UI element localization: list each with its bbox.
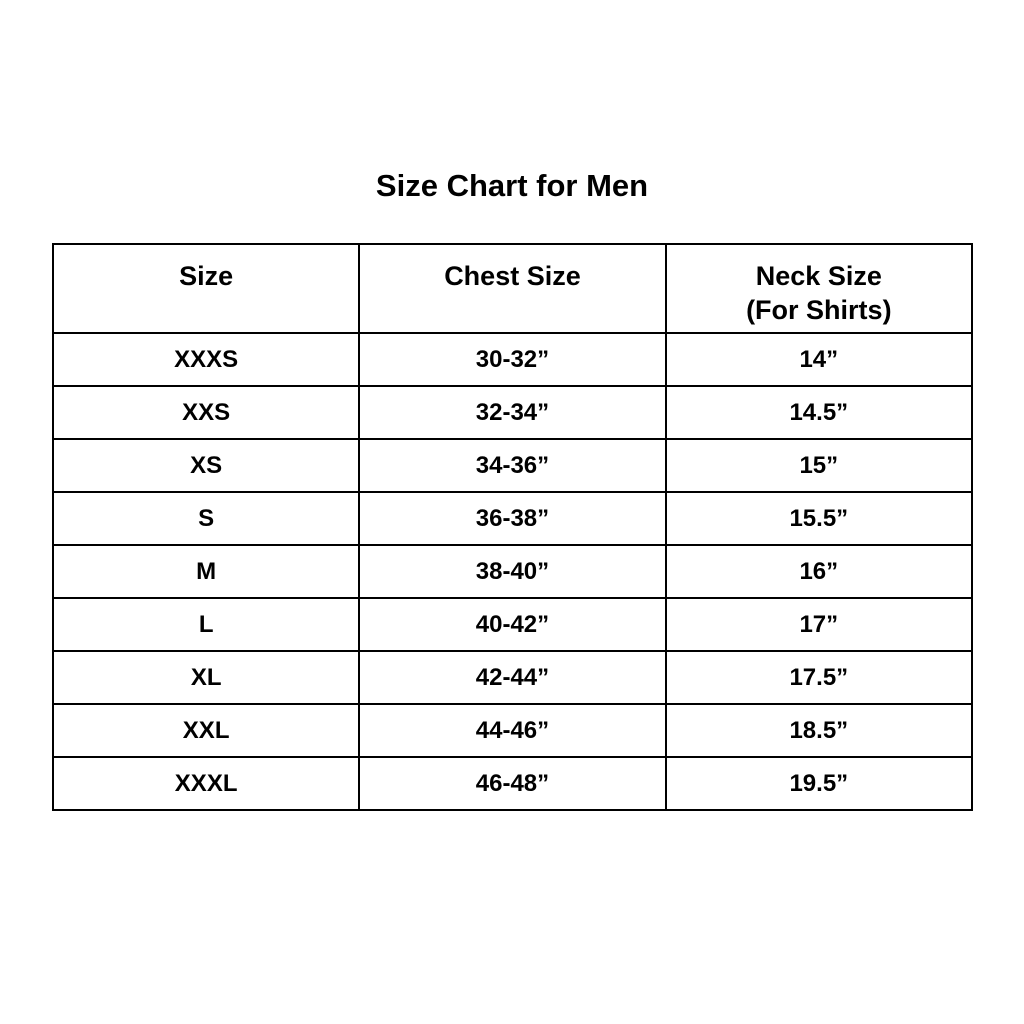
chest-size-cell: 40-42” [358, 597, 667, 652]
table-row: L 40-42” 17” [51, 597, 974, 652]
chest-size-cell: 46-48” [358, 756, 667, 811]
neck-size-cell: 16” [664, 544, 974, 599]
size-cell: XXXS [51, 332, 361, 387]
table-row: XS 34-36” 15” [51, 438, 974, 493]
chest-size-cell: 30-32” [358, 332, 667, 387]
size-cell: XXS [51, 385, 361, 440]
neck-size-cell: 14” [664, 332, 974, 387]
table-row: XXXL 46-48” 19.5” [51, 756, 974, 811]
neck-size-cell: 14.5” [664, 385, 974, 440]
header-neck-size-note: (For Shirts) [746, 295, 892, 325]
size-cell: XS [51, 438, 361, 493]
header-chest-size: Chest Size [358, 243, 667, 334]
neck-size-cell: 15” [664, 438, 974, 493]
size-chart-table: Size Chest Size Neck Size (For Shirts) XX… [51, 243, 974, 811]
size-cell: XL [51, 650, 361, 705]
neck-size-cell: 17” [664, 597, 974, 652]
table-row: XL 42-44” 17.5” [51, 650, 974, 705]
table-row: M 38-40” 16” [51, 544, 974, 599]
size-cell: M [51, 544, 361, 599]
neck-size-cell: 15.5” [664, 491, 974, 546]
table-header-row: Size Chest Size Neck Size (For Shirts) [51, 243, 974, 334]
neck-size-cell: 19.5” [664, 756, 974, 811]
size-cell: L [51, 597, 361, 652]
size-cell: XXXL [51, 756, 361, 811]
size-cell: S [51, 491, 361, 546]
neck-size-cell: 17.5” [664, 650, 974, 705]
page-title: Size Chart for Men [375, 168, 649, 203]
chest-size-cell: 32-34” [358, 385, 667, 440]
chest-size-cell: 38-40” [358, 544, 667, 599]
chest-size-cell: 36-38” [358, 491, 667, 546]
table-row: XXL 44-46” 18.5” [51, 703, 974, 758]
chest-size-cell: 34-36” [358, 438, 667, 493]
table-row: XXXS 30-32” 14” [51, 332, 974, 387]
header-neck-size-label: Neck Size [755, 261, 882, 291]
chest-size-cell: 44-46” [358, 703, 667, 758]
chest-size-cell: 42-44” [358, 650, 667, 705]
header-neck-size: Neck Size (For Shirts) [664, 243, 974, 334]
table-row: S 36-38” 15.5” [51, 491, 974, 546]
table-row: XXS 32-34” 14.5” [51, 385, 974, 440]
header-size: Size [51, 243, 361, 334]
size-cell: XXL [51, 703, 361, 758]
neck-size-cell: 18.5” [664, 703, 974, 758]
